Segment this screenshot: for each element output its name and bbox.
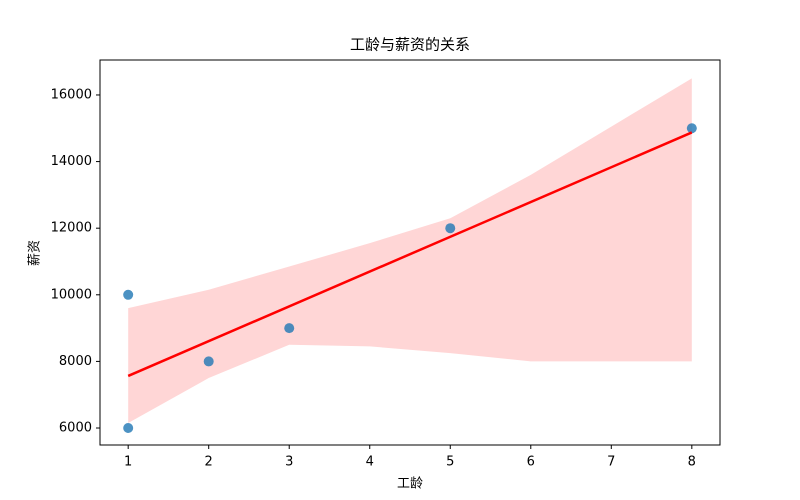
y-tick-label: 14000	[51, 154, 92, 169]
point	[686, 123, 697, 134]
point	[445, 223, 456, 234]
x-tick-label: 7	[607, 455, 615, 470]
point	[123, 423, 134, 434]
y-tick-label: 10000	[51, 287, 92, 302]
x-tick-label: 4	[366, 455, 374, 470]
y-tick-label: 16000	[51, 87, 92, 102]
y-axis-label: 薪资	[28, 240, 43, 266]
x-tick-label: 3	[285, 455, 293, 470]
plot-frame	[99, 59, 721, 446]
x-axis-label: 工龄	[397, 477, 423, 492]
y-tick-label: 12000	[51, 221, 92, 236]
y-tick-label: 6000	[59, 421, 92, 436]
regression-line	[127, 131, 693, 378]
x-tick-label: 2	[205, 455, 213, 470]
y-tick-label: 8000	[59, 354, 92, 369]
point	[203, 356, 214, 367]
confidence-band	[128, 78, 692, 424]
x-tick-label: 1	[124, 455, 132, 470]
x-tick-label: 6	[527, 455, 535, 470]
x-tick-label: 8	[688, 455, 696, 470]
point	[284, 323, 295, 334]
chart-title: 工龄与薪资的关系	[350, 36, 470, 54]
point	[123, 289, 134, 300]
x-tick-label: 5	[446, 455, 454, 470]
